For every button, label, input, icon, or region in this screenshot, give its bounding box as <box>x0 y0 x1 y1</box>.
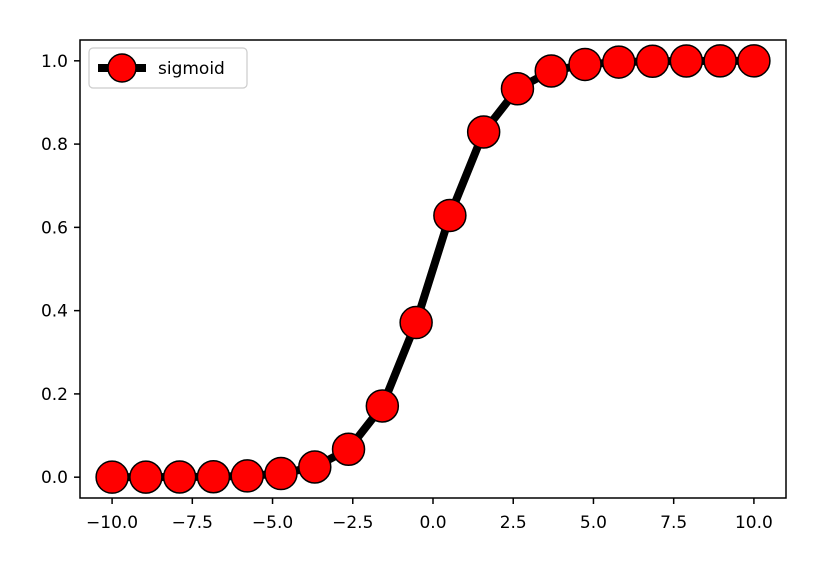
legend-marker-sample <box>107 53 137 83</box>
y-tick-label: 1.0 <box>41 52 68 72</box>
y-tick-label: 0.0 <box>41 468 68 488</box>
data-point <box>264 456 298 491</box>
x-tick-label: 5.0 <box>580 513 607 533</box>
data-point <box>602 45 636 79</box>
x-axis: −10.0 −7.5 −5.0 −2.5 0.0 2.5 5.0 7.5 10.0 <box>86 498 773 533</box>
data-point <box>534 54 568 88</box>
y-tick-label: 0.6 <box>41 218 68 238</box>
sigmoid-markers <box>95 44 771 494</box>
data-point <box>365 389 400 423</box>
data-point <box>500 72 535 106</box>
data-point <box>399 305 433 340</box>
x-tick-label: −7.5 <box>172 513 213 533</box>
legend-label: sigmoid <box>158 59 225 79</box>
data-point <box>230 459 264 493</box>
y-axis: 0.0 0.2 0.4 0.6 0.8 1.0 <box>41 52 80 488</box>
data-point <box>129 460 163 494</box>
x-tick-label: 2.5 <box>500 513 527 533</box>
x-tick-label: −5.0 <box>252 513 293 533</box>
y-tick-label: 0.2 <box>41 385 68 405</box>
data-point <box>669 44 704 78</box>
data-point <box>737 44 771 78</box>
data-point <box>433 198 467 233</box>
y-tick-label: 0.4 <box>41 302 68 322</box>
x-tick-label: 0.0 <box>419 513 446 533</box>
data-point <box>196 459 231 494</box>
data-point <box>635 44 670 79</box>
legend: sigmoid <box>88 47 248 89</box>
data-point <box>162 460 197 494</box>
data-point <box>331 432 366 466</box>
x-tick-label: −10.0 <box>86 513 138 533</box>
x-tick-label: 10.0 <box>735 513 773 533</box>
data-point <box>466 115 501 149</box>
y-tick-label: 0.8 <box>41 135 68 155</box>
x-tick-label: −2.5 <box>332 513 373 533</box>
data-point <box>703 44 737 78</box>
data-point <box>298 450 332 484</box>
data-point <box>95 460 129 494</box>
data-point <box>568 47 602 82</box>
x-tick-label: 7.5 <box>660 513 687 533</box>
plot-frame <box>79 39 787 499</box>
